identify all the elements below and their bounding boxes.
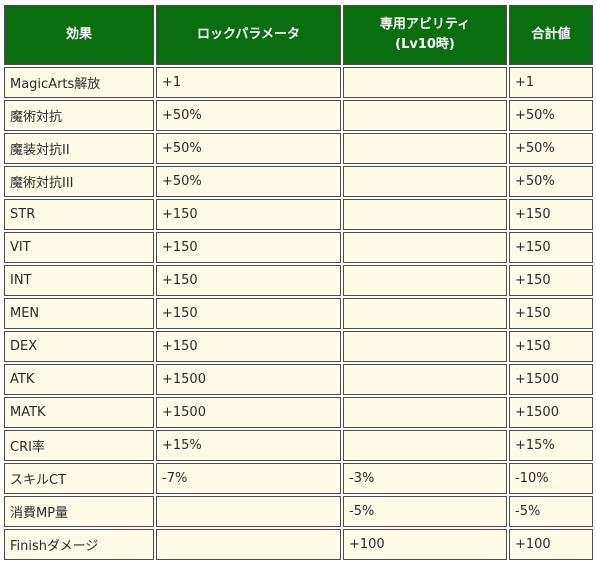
cell-ability — [343, 166, 507, 197]
cell-total: +150 — [509, 199, 593, 230]
header-exclusive-ability-sub: (Lv10時) — [395, 37, 455, 52]
table-row: VIT +150 +150 — [4, 232, 593, 263]
cell-lock-param — [156, 496, 341, 527]
header-effect: 効果 — [4, 5, 154, 65]
cell-lock-param: +150 — [156, 265, 341, 296]
cell-ability — [343, 199, 507, 230]
cell-effect: 魔術対抗 — [4, 100, 154, 131]
cell-total: +50% — [509, 100, 593, 131]
cell-ability — [343, 364, 507, 395]
cell-ability — [343, 232, 507, 263]
cell-ability — [343, 331, 507, 362]
table-row: 消費MP量 -5% -5% — [4, 496, 593, 527]
cell-ability — [343, 298, 507, 329]
cell-effect: 消費MP量 — [4, 496, 154, 527]
table-row: MATK +1500 +1500 — [4, 397, 593, 428]
cell-ability: -3% — [343, 463, 507, 494]
cell-lock-param: +1500 — [156, 364, 341, 395]
cell-effect: ATK — [4, 364, 154, 395]
cell-total: +50% — [509, 133, 593, 164]
cell-ability — [343, 67, 507, 98]
cell-total: +150 — [509, 265, 593, 296]
table-row: MagicArts解放 +1 +1 — [4, 67, 593, 98]
table-row: DEX +150 +150 — [4, 331, 593, 362]
cell-total: +50% — [509, 166, 593, 197]
table-row: CRI率 +15% +15% — [4, 430, 593, 461]
cell-total: -5% — [509, 496, 593, 527]
cell-lock-param: +1500 — [156, 397, 341, 428]
cell-effect: CRI率 — [4, 430, 154, 461]
cell-lock-param: +50% — [156, 100, 341, 131]
header-exclusive-ability-label: 専用アビリティ — [379, 17, 471, 32]
cell-total: +100 — [509, 529, 593, 560]
header-exclusive-ability: 専用アビリティ (Lv10時) — [343, 5, 507, 65]
cell-ability — [343, 265, 507, 296]
cell-lock-param: +150 — [156, 331, 341, 362]
cell-ability — [343, 100, 507, 131]
table-body: MagicArts解放 +1 +1 魔術対抗 +50% +50% 魔装対抗II +50% +50… — [4, 67, 593, 560]
table-row: 魔装対抗II +50% +50% — [4, 133, 593, 164]
cell-effect: MATK — [4, 397, 154, 428]
cell-effect: STR — [4, 199, 154, 230]
table-row: 魔術対抗 +50% +50% — [4, 100, 593, 131]
cell-effect: MagicArts解放 — [4, 67, 154, 98]
cell-ability: +100 — [343, 529, 507, 560]
table-row: STR +150 +150 — [4, 199, 593, 230]
cell-total: -10% — [509, 463, 593, 494]
cell-total: +1500 — [509, 397, 593, 428]
cell-lock-param: +150 — [156, 232, 341, 263]
cell-lock-param: +15% — [156, 430, 341, 461]
cell-lock-param — [156, 529, 341, 560]
cell-lock-param: -7% — [156, 463, 341, 494]
cell-total: +1 — [509, 67, 593, 98]
cell-total: +150 — [509, 232, 593, 263]
cell-lock-param: +150 — [156, 298, 341, 329]
cell-effect: 魔術対抗III — [4, 166, 154, 197]
cell-lock-param: +1 — [156, 67, 341, 98]
cell-effect: MEN — [4, 298, 154, 329]
header-total: 合計値 — [509, 5, 593, 65]
stats-table: 効果 ロックパラメータ 専用アビリティ (Lv10時) 合計値 MagicArt… — [2, 3, 595, 562]
cell-total: +150 — [509, 331, 593, 362]
table-row: Finishダメージ +100 +100 — [4, 529, 593, 560]
cell-effect: 魔装対抗II — [4, 133, 154, 164]
cell-lock-param: +50% — [156, 133, 341, 164]
table-row: MEN +150 +150 — [4, 298, 593, 329]
cell-ability: -5% — [343, 496, 507, 527]
cell-effect: VIT — [4, 232, 154, 263]
cell-lock-param: +150 — [156, 199, 341, 230]
stats-table-container: 効果 ロックパラメータ 専用アビリティ (Lv10時) 合計値 MagicArt… — [2, 3, 595, 562]
table-row: INT +150 +150 — [4, 265, 593, 296]
cell-ability — [343, 397, 507, 428]
cell-ability — [343, 430, 507, 461]
cell-effect: INT — [4, 265, 154, 296]
cell-effect: Finishダメージ — [4, 529, 154, 560]
cell-total: +150 — [509, 298, 593, 329]
cell-lock-param: +50% — [156, 166, 341, 197]
cell-total: +1500 — [509, 364, 593, 395]
table-row: スキルCT -7% -3% -10% — [4, 463, 593, 494]
cell-total: +15% — [509, 430, 593, 461]
cell-effect: スキルCT — [4, 463, 154, 494]
table-row: 魔術対抗III +50% +50% — [4, 166, 593, 197]
table-row: ATK +1500 +1500 — [4, 364, 593, 395]
cell-effect: DEX — [4, 331, 154, 362]
cell-ability — [343, 133, 507, 164]
header-row: 効果 ロックパラメータ 専用アビリティ (Lv10時) 合計値 — [4, 5, 593, 65]
header-lock-params: ロックパラメータ — [156, 5, 341, 65]
